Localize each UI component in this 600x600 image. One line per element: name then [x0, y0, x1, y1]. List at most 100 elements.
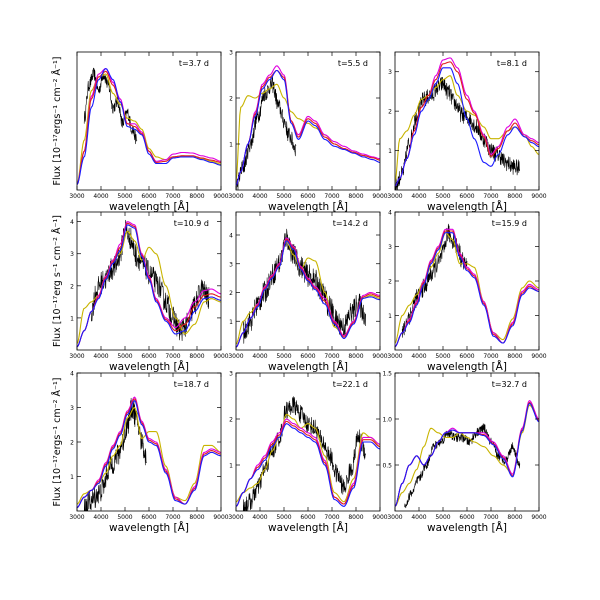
spectrum-panel-1: 3000 4000 5000 6000 7000 8000 9000 t=3.7 d wavel… [51, 51, 229, 213]
y-axis-label: Flux [10⁻¹⁷ergs⁻¹ cm⁻² Å⁻¹] [51, 57, 63, 186]
x-tick-label: 6000 [141, 353, 156, 360]
y-tick-label: 1 [229, 142, 233, 149]
x-tick-label: 8000 [507, 193, 522, 200]
series-observed [242, 396, 366, 511]
series-red [236, 238, 380, 348]
y-tick-label: 2 [70, 283, 74, 290]
epoch-label: t=18.7 d [174, 380, 209, 389]
x-tick-label: 3000 [69, 193, 84, 200]
x-axis-label: wavelength [Å] [268, 521, 348, 534]
series-yellow [77, 406, 221, 505]
y-tick-label: 4 [70, 371, 74, 378]
series-blue [395, 232, 539, 348]
x-tick-label: 6000 [459, 353, 474, 360]
y-tick-label: 2 [388, 109, 392, 116]
series-observed [242, 228, 366, 344]
x-axis-label: wavelength [Å] [427, 521, 507, 534]
series-red [395, 61, 539, 187]
x-axis-label: wavelength [Å] [427, 200, 507, 213]
x-axis-label: wavelength [Å] [109, 521, 189, 534]
epoch-label: t=3.7 d [179, 59, 209, 68]
series-observed [395, 76, 520, 190]
x-tick-label: 3000 [387, 514, 402, 521]
y-tick-label: 3 [70, 251, 74, 258]
x-tick-label: 9000 [531, 514, 546, 521]
x-axis-label: wavelength [Å] [268, 200, 348, 213]
series-blue [236, 423, 380, 507]
x-tick-label: 4000 [93, 353, 108, 360]
y-tick-label: 3 [388, 244, 392, 251]
x-tick-label: 3000 [69, 514, 84, 521]
series-observed [404, 423, 521, 509]
y-axis-label: Flux [10⁻¹⁷erg s⁻¹ cm⁻² Å⁻¹] [51, 215, 63, 347]
series-group [395, 400, 539, 509]
x-axis-label: wavelength [Å] [109, 360, 189, 373]
x-tick-label: 7000 [483, 514, 498, 521]
x-tick-label: 4000 [411, 193, 426, 200]
series-group [395, 223, 539, 348]
x-tick-label: 3000 [69, 353, 84, 360]
y-tick-label: 0.5 [382, 463, 392, 470]
epoch-label: t=14.2 d [333, 219, 368, 228]
series-blue [77, 68, 221, 186]
x-tick-label: 8000 [507, 353, 522, 360]
series-yellow [395, 232, 539, 344]
y-tick-label: 1 [229, 319, 233, 326]
x-tick-label: 7000 [483, 193, 498, 200]
x-tick-label: 7000 [324, 193, 339, 200]
x-axis-label: wavelength [Å] [268, 360, 348, 373]
x-tick-label: 4000 [411, 353, 426, 360]
y-tick-label: 3 [70, 405, 74, 412]
series-magenta [236, 65, 380, 186]
y-tick-label: 4 [229, 233, 233, 240]
x-tick-label: 9000 [213, 193, 228, 200]
series-group [77, 67, 221, 186]
x-tick-label: 5000 [435, 514, 450, 521]
x-tick-label: 4000 [411, 514, 426, 521]
y-tick-label: 1.0 [382, 417, 392, 424]
epoch-label: t=22.1 d [333, 380, 368, 389]
x-axis-label: wavelength [Å] [427, 360, 507, 373]
series-blue [236, 240, 380, 348]
series-yellow [236, 240, 380, 345]
x-tick-label: 5000 [117, 193, 132, 200]
x-tick-label: 7000 [165, 193, 180, 200]
epoch-label: t=8.1 d [497, 59, 527, 68]
series-yellow [236, 413, 380, 503]
spectrum-panel-2: 3000 4000 5000 6000 7000 8000 9000 1 2 3 t=5.5 d wa… [228, 50, 387, 214]
x-tick-label: 5000 [435, 353, 450, 360]
x-tick-label: 6000 [300, 193, 315, 200]
series-group [77, 396, 221, 511]
x-axis-label: wavelength [Å] [109, 200, 189, 213]
x-tick-label: 3000 [228, 514, 243, 521]
x-tick-label: 3000 [228, 193, 243, 200]
x-tick-label: 7000 [483, 353, 498, 360]
y-tick-label: 3 [229, 50, 233, 57]
spectrum-panel-3: 3000 4000 5000 6000 7000 8000 9000 1 2 3 t=8.1 d wa… [387, 51, 547, 213]
x-tick-label: 3000 [387, 353, 402, 360]
y-tick-label: 1 [70, 474, 74, 481]
y-tick-label: 2 [229, 417, 233, 424]
x-tick-label: 8000 [348, 514, 363, 521]
x-tick-label: 4000 [252, 514, 267, 521]
series-blue [77, 224, 221, 348]
series-blue [395, 402, 539, 507]
y-tick-label: 4 [70, 219, 74, 226]
y-tick-label: 3 [388, 69, 392, 76]
y-tick-label: 1 [388, 313, 392, 320]
x-tick-label: 8000 [189, 514, 204, 521]
x-tick-label: 6000 [459, 514, 474, 521]
x-tick-label: 4000 [93, 193, 108, 200]
series-group [236, 228, 380, 348]
x-tick-label: 9000 [213, 514, 228, 521]
x-tick-label: 8000 [348, 353, 363, 360]
series-group [236, 65, 380, 190]
series-group [395, 57, 539, 190]
x-tick-label: 9000 [531, 193, 546, 200]
spectrum-panel-4: 3000 4000 5000 6000 7000 8000 9000 1 2 3 4 t=10.9 d… [51, 211, 229, 373]
x-tick-label: 9000 [372, 514, 387, 521]
y-tick-label: 2 [388, 279, 392, 286]
x-tick-label: 5000 [117, 514, 132, 521]
epoch-label: t=15.9 d [492, 219, 527, 228]
